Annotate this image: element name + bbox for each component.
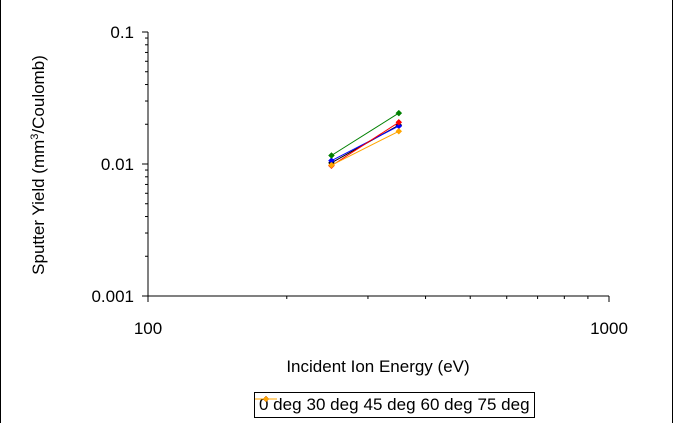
data-point [395, 118, 403, 126]
legend-label: 30 deg [306, 395, 359, 414]
legend-label: 0 deg [259, 395, 302, 414]
y-axis-title: Sputter Yield (mm3/Coulomb) [29, 55, 48, 275]
y-axis-title-part: /Coulomb) [29, 55, 48, 133]
x-tick-label: 1000 [590, 319, 628, 338]
data-point [328, 152, 335, 159]
legend-item: 30 deg [255, 395, 359, 415]
y-axis-title-superscript: 3 [29, 134, 41, 140]
x-tick-label: 100 [134, 319, 162, 338]
series-line [331, 112, 400, 156]
y-tick-label: 0.1 [110, 23, 134, 42]
ticks [142, 31, 610, 302]
legend-label: 75 deg [477, 395, 530, 414]
series-line [331, 130, 400, 166]
tick-labels: 0.001 0.01 0.1 100 1000 [91, 23, 627, 338]
data-point [328, 161, 335, 169]
legend-swatch [255, 396, 277, 402]
series-group [328, 109, 403, 170]
y-tick-label: 0.01 [101, 155, 134, 174]
series-line [331, 125, 400, 162]
legend-item: 60 deg [255, 395, 473, 415]
legend-item: 75 deg [255, 395, 530, 415]
legend-label: 60 deg [420, 395, 473, 414]
y-axis-title-part: Sputter Yield (mm [29, 140, 48, 275]
data-point [395, 109, 403, 117]
legend-label: 45 deg [363, 395, 416, 414]
series-line [331, 121, 400, 167]
chart-legend: 0 deg 30 deg 45 deg 60 deg 75 deg [254, 392, 535, 418]
data-point [395, 127, 403, 135]
y-tick-label: 0.001 [91, 287, 134, 306]
x-axis-title: Incident Ion Energy (eV) [286, 357, 469, 376]
axes [147, 32, 609, 297]
legend-item: 45 deg [255, 395, 416, 415]
legend-marker [263, 396, 269, 402]
